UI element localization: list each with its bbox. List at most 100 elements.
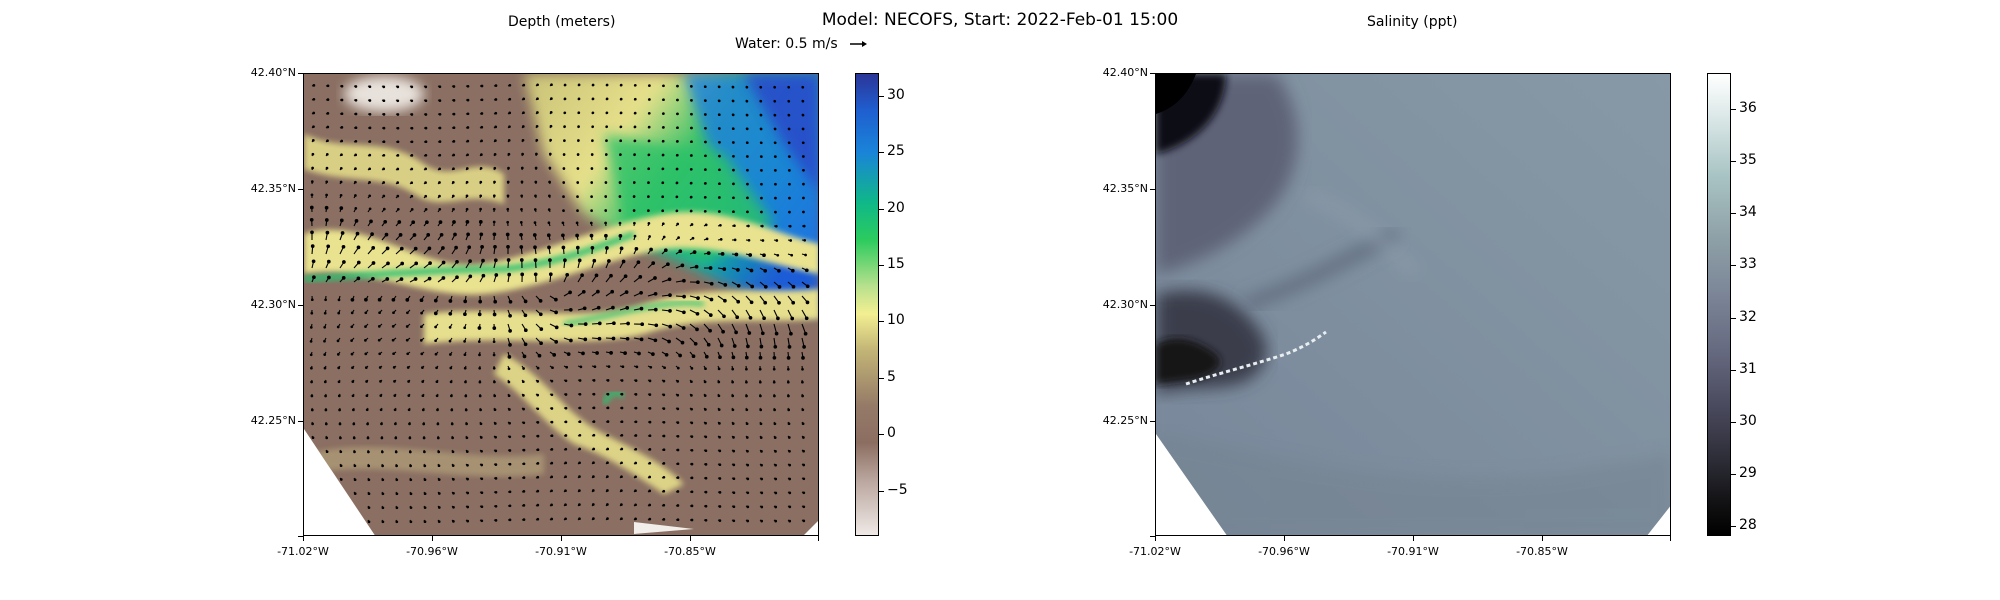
current-vector-head	[549, 138, 552, 142]
current-vector-head	[408, 422, 411, 426]
current-vector-head	[648, 461, 652, 465]
current-vector-head	[522, 421, 526, 425]
colorbar-tick	[879, 434, 884, 436]
lat-tick	[298, 73, 303, 74]
current-vector-head	[324, 205, 329, 210]
current-vector-head	[548, 166, 552, 170]
current-vector-head	[662, 84, 665, 88]
current-vector-head	[508, 83, 512, 87]
current-vector-head	[706, 342, 711, 347]
current-vector-head	[788, 169, 791, 172]
current-vector-head	[506, 180, 510, 184]
current-vector-head	[788, 210, 791, 214]
current-vector-head	[397, 220, 402, 224]
salinity-map[interactable]	[1155, 73, 1671, 536]
current-vector-head	[533, 208, 537, 211]
current-vector-head	[581, 351, 585, 356]
current-vector-head	[575, 221, 579, 225]
current-vector-head	[412, 233, 417, 237]
current-vector-head	[647, 111, 651, 115]
current-vector-head	[533, 245, 537, 250]
current-vector-head	[493, 244, 497, 249]
current-vector-head	[678, 353, 682, 358]
current-vector-head	[772, 367, 776, 371]
current-vector-head	[436, 408, 439, 412]
current-vector-head	[449, 366, 453, 370]
current-vector-head	[745, 141, 749, 145]
current-vector-head	[522, 394, 525, 397]
current-vector-head	[606, 503, 609, 506]
current-vector-head	[506, 244, 510, 249]
current-vector-head	[648, 434, 652, 438]
current-vector-head	[508, 476, 512, 480]
current-vector-head	[732, 505, 736, 509]
current-vector-head	[634, 503, 637, 507]
current-vector-head	[494, 139, 497, 142]
current-vector-head	[801, 141, 805, 145]
current-vector-head	[364, 339, 367, 342]
current-vector-head	[386, 261, 390, 266]
current-vector-head	[801, 380, 804, 384]
current-vector-head	[606, 475, 609, 478]
current-vector-head	[662, 126, 665, 129]
current-vector-head	[689, 167, 693, 171]
current-vector-head	[326, 259, 331, 264]
current-vector-head	[625, 336, 630, 341]
current-vector-head	[424, 194, 428, 198]
current-vector-head	[521, 138, 525, 142]
current-vector-head	[651, 352, 655, 356]
current-vector-head	[680, 340, 685, 345]
current-vector-head	[690, 448, 694, 452]
current-vector-head	[368, 194, 372, 198]
current-vector-head	[399, 277, 404, 281]
current-vector-head	[414, 261, 419, 266]
current-vector-head	[775, 239, 779, 242]
current-vector-head	[787, 422, 791, 426]
current-vector-head	[466, 519, 470, 523]
current-vector-head	[661, 167, 665, 171]
current-vector-head	[452, 491, 455, 495]
current-vector-head	[606, 489, 609, 492]
current-vector-head	[647, 153, 651, 157]
current-vector-head	[759, 436, 763, 439]
current-vector-head	[368, 140, 372, 143]
current-vector-head	[377, 338, 381, 342]
current-vector-head	[632, 195, 636, 198]
current-vectors	[309, 83, 810, 524]
current-vector-head	[479, 207, 482, 211]
current-vector-head	[480, 505, 484, 509]
current-vector-head	[411, 220, 416, 225]
current-vector-head	[648, 420, 652, 424]
current-vector-head	[611, 305, 615, 310]
current-vector-head	[736, 283, 741, 288]
current-vector-head	[382, 153, 386, 157]
current-vector-head	[410, 154, 414, 157]
current-vector-head	[604, 195, 608, 198]
current-vector-head	[536, 83, 539, 87]
current-vector-head	[395, 492, 399, 496]
current-vector-head	[763, 300, 768, 305]
current-vector-head	[536, 489, 540, 493]
depth-map[interactable]	[303, 73, 819, 536]
current-vector-head	[563, 97, 567, 101]
current-vector-head	[690, 126, 693, 130]
current-vector-head	[634, 420, 638, 424]
current-vector-head	[593, 365, 597, 369]
current-vector-head	[325, 436, 329, 440]
current-vector-head	[479, 194, 483, 198]
current-vector-head	[576, 167, 580, 170]
current-vector-head	[591, 111, 595, 115]
current-vector-head	[634, 434, 638, 437]
current-vector-head	[801, 85, 805, 89]
current-vector-head	[554, 340, 559, 344]
current-vector-head	[479, 232, 484, 237]
current-vector-head	[722, 314, 726, 319]
current-vector-head	[717, 99, 721, 103]
lat-tick	[1150, 536, 1155, 537]
current-vector-head	[568, 290, 572, 295]
current-vector-head	[554, 325, 559, 330]
current-vector-head	[353, 478, 357, 482]
current-vector-head	[689, 209, 693, 213]
current-vector-head	[339, 436, 342, 440]
current-vector-head	[352, 422, 356, 426]
